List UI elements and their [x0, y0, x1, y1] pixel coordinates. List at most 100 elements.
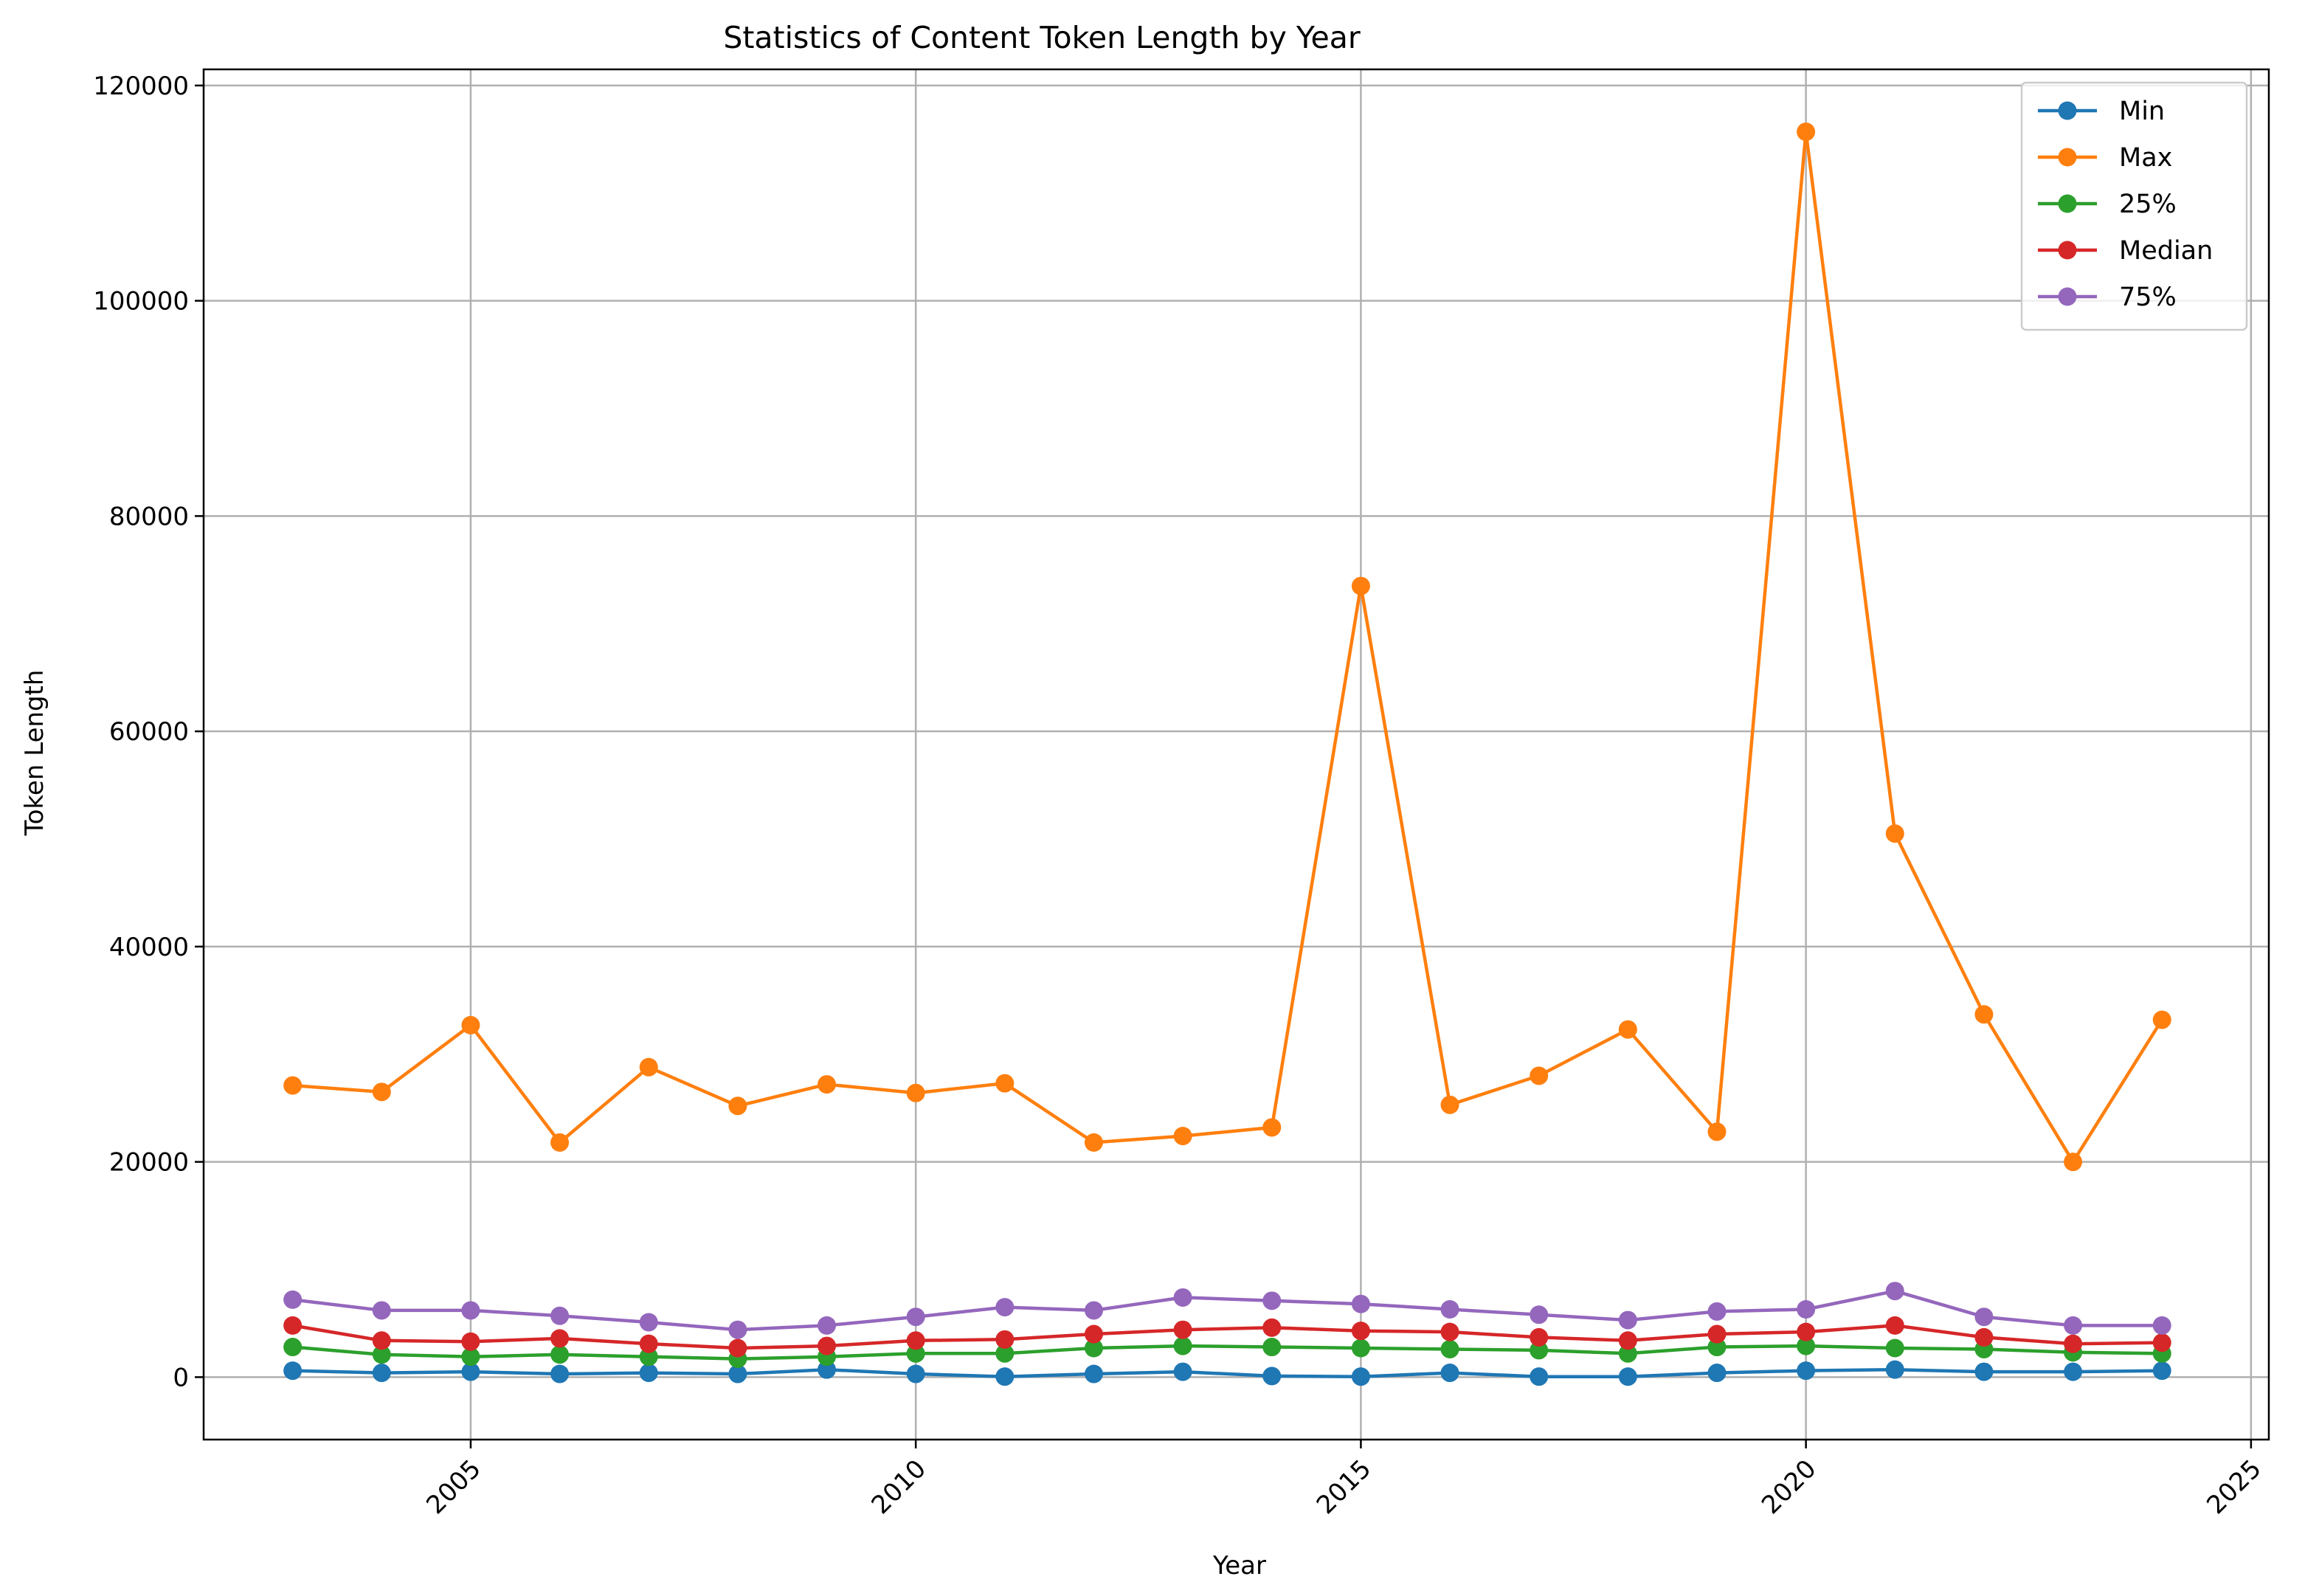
data-point-75pct	[1797, 1299, 1816, 1319]
data-point-75pct	[1084, 1301, 1103, 1320]
series-line-max	[292, 130, 2164, 1164]
data-point-25pct	[461, 1347, 480, 1367]
data-point-median	[2064, 1334, 2083, 1353]
data-point-max	[1084, 1133, 1103, 1152]
legend-entry: Max	[2038, 143, 2172, 173]
legend-marker	[2058, 148, 2077, 167]
plot-frame	[202, 68, 2270, 1441]
legend-marker	[2058, 241, 2077, 260]
legend-label: Min	[2119, 97, 2165, 126]
data-point-max	[906, 1083, 925, 1102]
data-point-median	[1974, 1327, 1994, 1347]
data-point-max	[1885, 824, 1904, 843]
data-point-median	[1173, 1320, 1192, 1339]
data-point-median	[1797, 1322, 1816, 1341]
data-point-min	[1797, 1361, 1816, 1381]
data-point-max	[283, 1076, 303, 1095]
data-point-min	[1351, 1367, 1370, 1386]
data-point-25pct	[372, 1345, 391, 1364]
legend-entry: 25%	[2038, 190, 2177, 219]
y-tick-label: 40000	[109, 933, 189, 962]
legend-label: Median	[2119, 236, 2213, 266]
y-tick-label: 60000	[109, 717, 189, 747]
data-point-25pct	[1084, 1338, 1103, 1358]
data-point-25pct	[1797, 1336, 1816, 1355]
data-point-max	[728, 1096, 747, 1116]
data-point-median	[461, 1332, 480, 1351]
data-point-75pct	[1262, 1291, 1282, 1310]
series-line-min	[292, 1367, 2163, 1378]
data-point-75pct	[1530, 1305, 1549, 1324]
data-point-75pct	[550, 1306, 570, 1325]
data-point-max	[1262, 1118, 1282, 1137]
data-point-25pct	[1440, 1339, 1459, 1358]
data-point-25pct	[283, 1338, 303, 1357]
data-point-min	[1084, 1364, 1103, 1383]
data-point-median	[818, 1336, 837, 1355]
data-point-median	[1885, 1316, 1904, 1335]
data-point-min	[2152, 1361, 2171, 1381]
data-point-75pct	[2064, 1316, 2083, 1335]
data-point-median	[1084, 1324, 1103, 1344]
series-min	[283, 1360, 2171, 1386]
data-point-75pct	[1974, 1307, 1994, 1327]
data-point-max	[2064, 1153, 2083, 1172]
data-point-min	[728, 1364, 747, 1383]
y-tick-label: 100000	[93, 287, 189, 317]
data-point-max	[1618, 1020, 1637, 1039]
legend-entry: 75%	[2038, 283, 2177, 312]
data-point-max	[639, 1057, 658, 1077]
y-tick-label: 80000	[109, 502, 189, 531]
series-line-25pct	[292, 1344, 2163, 1361]
data-point-75pct	[1351, 1294, 1370, 1313]
data-point-75pct	[2152, 1316, 2171, 1335]
y-tick-label: 120000	[93, 72, 189, 101]
data-point-25pct	[1173, 1336, 1192, 1355]
data-point-min	[1618, 1367, 1637, 1386]
data-point-max	[461, 1015, 480, 1034]
data-point-min	[461, 1362, 480, 1381]
data-point-min	[1974, 1362, 1994, 1381]
data-point-75pct	[1707, 1302, 1727, 1321]
data-point-max	[1351, 576, 1370, 595]
y-tick-label: 20000	[109, 1148, 189, 1178]
data-point-median	[995, 1330, 1015, 1349]
data-point-min	[1262, 1367, 1282, 1386]
grid-lines	[204, 69, 2269, 1440]
legend-label: Max	[2119, 143, 2172, 173]
data-point-max	[818, 1075, 837, 1094]
legend-label: 75%	[2119, 283, 2177, 312]
data-point-min	[2064, 1362, 2083, 1381]
data-point-75pct	[728, 1320, 747, 1339]
data-point-median	[1262, 1318, 1282, 1337]
data-point-25pct	[1530, 1341, 1549, 1360]
data-point-min	[639, 1364, 658, 1383]
data-point-max	[995, 1074, 1015, 1093]
series-75pct	[283, 1282, 2171, 1339]
data-point-75pct	[1440, 1299, 1459, 1319]
legend-entry: Min	[2038, 97, 2165, 126]
data-point-75pct	[1173, 1288, 1192, 1307]
x-axis-label: Year	[1212, 1551, 1266, 1581]
data-point-25pct	[1351, 1338, 1370, 1358]
data-point-min	[1530, 1367, 1549, 1386]
data-point-max	[1530, 1066, 1549, 1085]
data-point-min	[995, 1367, 1015, 1386]
data-point-median	[639, 1334, 658, 1353]
data-point-median	[1440, 1322, 1459, 1341]
data-point-max	[1797, 122, 1816, 142]
data-point-min	[1885, 1360, 1904, 1379]
data-point-min	[550, 1364, 570, 1383]
data-point-75pct	[283, 1290, 303, 1309]
data-point-median	[372, 1331, 391, 1350]
series-25pct	[283, 1336, 2171, 1369]
chart-title: Statistics of Content Token Length by Ye…	[723, 20, 1361, 55]
data-point-25pct	[1262, 1338, 1282, 1357]
data-point-median	[1707, 1324, 1727, 1344]
data-point-median	[1530, 1327, 1549, 1347]
data-point-25pct	[1885, 1338, 1904, 1358]
data-point-75pct	[1885, 1282, 1904, 1301]
series-max	[283, 122, 2171, 1172]
series-lines	[283, 122, 2171, 1386]
